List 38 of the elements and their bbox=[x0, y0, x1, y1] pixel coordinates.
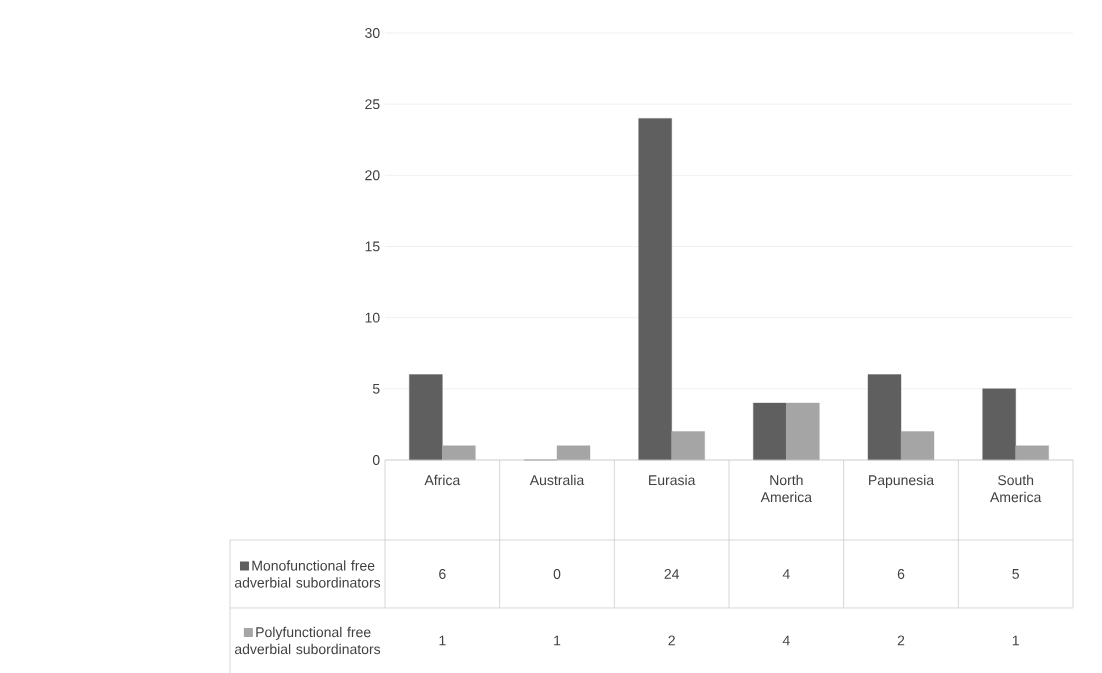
legend-label: Monofunctional free adverbial subordinators bbox=[234, 560, 381, 588]
data-label: 5 bbox=[1012, 569, 1019, 579]
y-tick-label: 0 bbox=[372, 455, 380, 465]
bar bbox=[867, 374, 902, 461]
data-label: 1 bbox=[554, 635, 561, 646]
bar bbox=[409, 374, 443, 461]
data-label: 24 bbox=[664, 569, 680, 579]
data-label: 2 bbox=[668, 635, 675, 646]
data-label: 1 bbox=[439, 635, 446, 646]
data-label: 0 bbox=[553, 569, 561, 579]
data-label: 4 bbox=[782, 635, 790, 646]
data-label: 4 bbox=[782, 569, 790, 579]
x-tick-label: Africa bbox=[424, 474, 461, 486]
bar bbox=[900, 431, 935, 461]
y-tick-label: 5 bbox=[372, 383, 380, 394]
bar bbox=[753, 402, 787, 461]
bar bbox=[671, 431, 705, 461]
data-label: 1 bbox=[1012, 635, 1019, 646]
x-tick-label: Australia bbox=[529, 474, 585, 486]
legend-label: Polyfunctional free adverbial subordinators bbox=[234, 626, 381, 655]
data-label: 2 bbox=[897, 635, 905, 646]
bar bbox=[442, 445, 476, 461]
x-tick-label: Eurasia bbox=[649, 474, 696, 486]
x-tick-label: South America bbox=[990, 474, 1042, 503]
bar bbox=[982, 388, 1016, 461]
y-tick-label: 30 bbox=[365, 28, 380, 38]
bar bbox=[556, 445, 591, 461]
data-label: 6 bbox=[439, 569, 446, 579]
x-tick-label: North America bbox=[760, 474, 812, 503]
bar bbox=[786, 402, 820, 461]
y-tick-label: 10 bbox=[365, 312, 380, 323]
y-tick-label: 25 bbox=[365, 99, 380, 110]
data-label: 6 bbox=[897, 569, 905, 579]
bar bbox=[638, 118, 672, 461]
y-tick-label: 15 bbox=[365, 241, 380, 252]
bar bbox=[1015, 445, 1049, 461]
x-tick-label: Papunesia bbox=[869, 474, 935, 488]
y-tick-label: 20 bbox=[365, 170, 380, 181]
